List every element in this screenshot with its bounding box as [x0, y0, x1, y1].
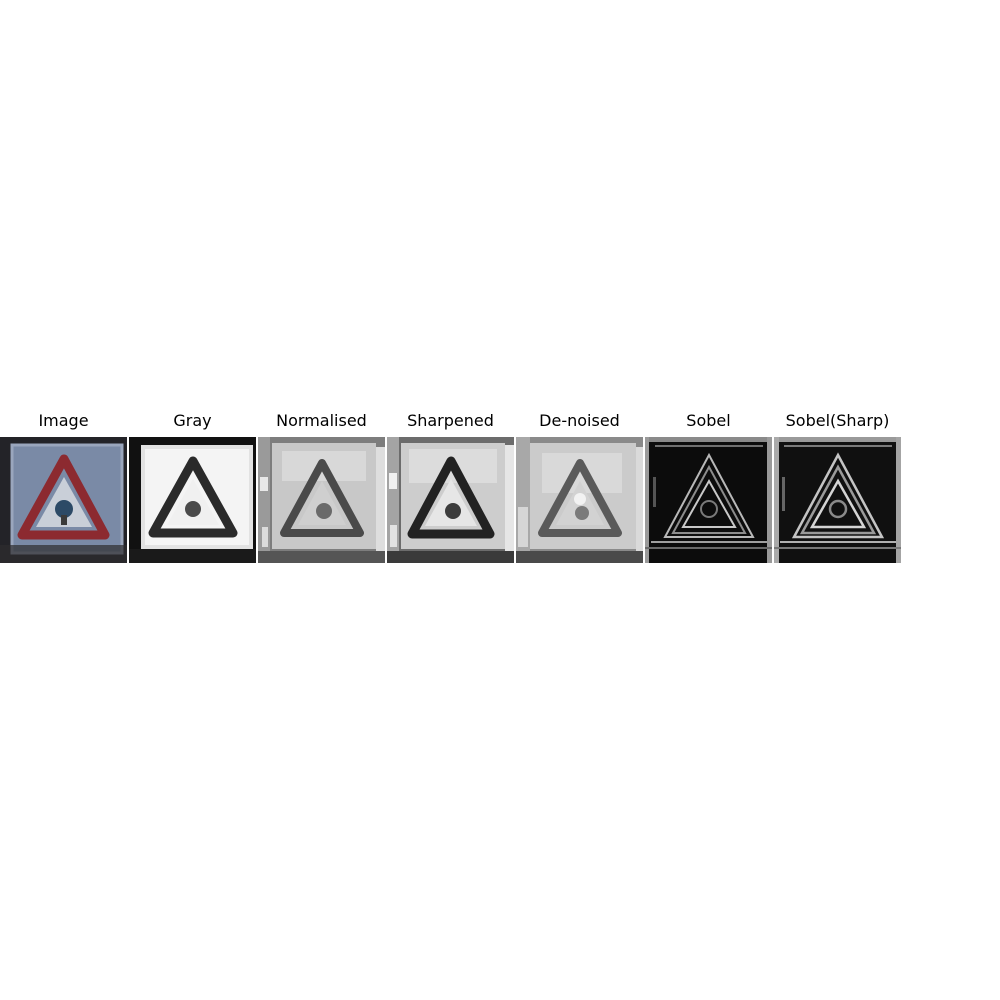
sign-image-sobel-sharp: [774, 437, 901, 563]
sign-image-sharpened: [387, 437, 514, 563]
sign-image-gray: [129, 437, 256, 563]
panel-title: Gray: [173, 411, 212, 430]
panel-sobel: Sobel: [645, 410, 772, 563]
panel-title: Image: [38, 411, 89, 430]
panel-normalised: Normalised: [258, 410, 385, 563]
sign-image-sobel: [645, 437, 772, 563]
panel-title: Sobel: [686, 411, 731, 430]
panel-title: Normalised: [276, 411, 367, 430]
panel-sobel-sharp: Sobel(Sharp): [774, 410, 901, 563]
panel-title: Sharpened: [407, 411, 494, 430]
sign-image-normalised: [258, 437, 385, 563]
panel-sharpened: Sharpened: [387, 410, 514, 563]
panel-image: Image: [0, 410, 127, 563]
sign-image-denoised: [516, 437, 643, 563]
panel-title: De-noised: [539, 411, 620, 430]
panel-denoised: De-noised: [516, 410, 643, 563]
sign-image-color: [0, 437, 127, 563]
panel-gray: Gray: [129, 410, 256, 563]
panel-title: Sobel(Sharp): [785, 411, 890, 430]
